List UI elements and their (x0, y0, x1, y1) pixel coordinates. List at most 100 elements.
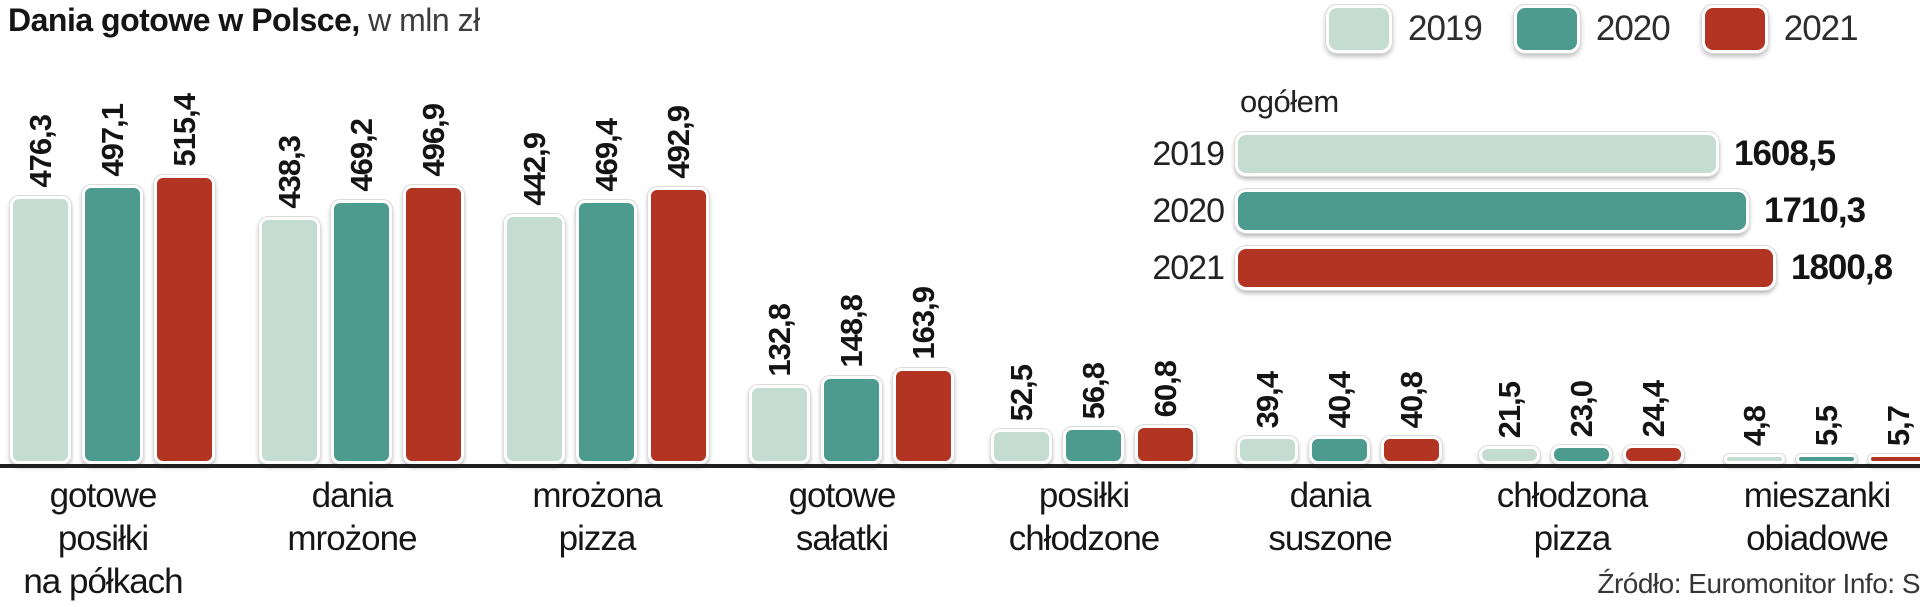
bar-2019-group4 (749, 385, 810, 464)
bar-value-2020: 469,2 (344, 119, 379, 192)
bar-2020-group8 (1796, 454, 1857, 464)
bar-unit-2021: 163,9 (893, 287, 954, 464)
bar-unit-2019: 4,8 (1724, 406, 1785, 464)
totals-rows: 2019 1608,5 2020 1710,3 2021 1800,8 (1128, 131, 1893, 291)
category-label-3: mrożona pizza (475, 474, 719, 560)
bar-2019-group3 (504, 214, 565, 464)
bar-group-3: 442,9 469,4 492,9 (504, 106, 709, 464)
totals-year-2019: 2019 (1152, 134, 1225, 173)
bar-2019-group1 (10, 196, 71, 464)
source-credit: Źródło: Euromonitor Info: S (1597, 568, 1920, 599)
bar-2019-group7 (1479, 446, 1540, 464)
bar-2021-group8 (1868, 454, 1920, 464)
totals-value-2020: 1710,3 (1764, 191, 1866, 230)
bar-unit-2020: 23,0 (1551, 381, 1612, 464)
totals-header: ogółem (1240, 84, 1339, 119)
legend-label-2019: 2019 (1408, 9, 1483, 48)
category-label-line: posiłki (1038, 476, 1130, 515)
category-label-line: obiadowe (1746, 519, 1889, 558)
category-label-6: dania suszone (1208, 474, 1452, 560)
bar-unit-2021: 496,9 (403, 104, 464, 464)
totals-bar-2019 (1235, 132, 1719, 176)
bar-value-2019: 4,8 (1737, 405, 1772, 446)
bar-unit-2020: 497,1 (82, 104, 143, 464)
bar-value-2020: 5,5 (1809, 405, 1844, 446)
bar-group-4: 132,8 148,8 163,9 (749, 287, 954, 464)
bar-2019-group6 (1237, 436, 1298, 464)
totals-value-2021: 1800,8 (1791, 248, 1893, 287)
bar-unit-2019: 21,5 (1479, 382, 1540, 464)
bar-value-2020: 497,1 (95, 104, 130, 177)
bar-value-2020: 469,4 (589, 119, 624, 192)
bar-2021-group6 (1381, 436, 1442, 464)
bar-unit-2020: 5,5 (1796, 406, 1857, 464)
totals-year-2021: 2021 (1152, 248, 1225, 287)
legend-label-2020: 2020 (1595, 9, 1671, 48)
bar-unit-2021: 60,8 (1135, 361, 1196, 464)
legend-label-2021: 2021 (1783, 9, 1859, 48)
category-label-line: dania (1289, 476, 1372, 515)
category-label-line: mieszanki (1743, 476, 1892, 515)
bar-chart-area: 476,3 497,1 515,4 438,3 469,2 496,9 442,9 469,4… (10, 94, 1920, 464)
bar-unit-2021: 5,7 (1868, 406, 1920, 464)
category-label-line: mrożone (287, 519, 417, 558)
bar-2020-group1 (82, 185, 143, 464)
bar-2021-group3 (648, 187, 709, 464)
bar-2020-group5 (1063, 427, 1124, 464)
legend-item-2019: 2019 (1326, 5, 1483, 53)
category-label-5: posiłki chłodzone (962, 474, 1206, 560)
totals-inset: ogółem 2019 1608,5 2020 1710,3 2021 1800,8 (1128, 84, 1893, 291)
bar-2020-group6 (1309, 436, 1370, 464)
category-label-line: pizza (1533, 519, 1612, 558)
bar-2019-group5 (991, 429, 1052, 464)
bar-unit-2019: 438,3 (259, 136, 320, 464)
bar-2020-group4 (821, 376, 882, 464)
totals-row-2020: 2020 1710,3 (1128, 188, 1892, 234)
bar-value-2021: 40,8 (1394, 371, 1429, 428)
bar-group-8: 4,8 5,5 5,7 (1724, 406, 1920, 464)
bar-unit-2019: 442,9 (504, 133, 565, 464)
bar-value-2021: 24,4 (1636, 380, 1671, 437)
bar-unit-2021: 492,9 (648, 106, 709, 464)
totals-value-2019: 1608,5 (1734, 134, 1836, 173)
totals-bar-2021 (1235, 246, 1776, 290)
bar-unit-2020: 148,8 (821, 295, 882, 464)
category-label-line: na półkach (23, 562, 183, 601)
category-label-4: gotowe sałatki (720, 474, 964, 560)
category-label-line: sałatki (795, 519, 889, 558)
category-label-line: suszone (1268, 519, 1392, 558)
chart-title-unit: w mln zł (359, 2, 480, 38)
bar-value-2019: 39,4 (1250, 371, 1285, 428)
bar-value-2019: 442,9 (517, 133, 552, 206)
bar-2019-group8 (1724, 454, 1785, 464)
bar-unit-2021: 24,4 (1623, 381, 1684, 464)
category-label-2: dania mrożone (230, 474, 474, 560)
totals-bar-2020 (1235, 189, 1749, 233)
bar-value-2019: 21,5 (1492, 381, 1527, 438)
totals-row-2021: 2021 1800,8 (1128, 245, 1893, 291)
legend-swatch-2020 (1513, 5, 1580, 53)
legend: 2019 2020 2021 (1326, 5, 1859, 53)
bar-value-2019: 476,3 (23, 115, 58, 188)
bar-group-5: 52,5 56,8 60,8 (991, 361, 1196, 464)
category-label-line: gotowe (788, 476, 897, 515)
bar-value-2020: 23,0 (1564, 380, 1599, 437)
bar-unit-2019: 39,4 (1237, 372, 1298, 464)
category-label-line: pizza (558, 519, 637, 558)
bar-group-7: 21,5 23,0 24,4 (1479, 381, 1684, 464)
category-label-line: dania (311, 476, 394, 515)
legend-item-2020: 2020 (1513, 5, 1671, 53)
chart-title: Dania gotowe w Polsce, w mln zł (8, 2, 480, 39)
category-label-7: chłodzona pizza (1450, 474, 1694, 560)
bar-2020-group2 (331, 200, 392, 464)
bar-value-2020: 148,8 (834, 295, 869, 368)
bar-value-2021: 515,4 (167, 94, 202, 167)
bar-unit-2019: 132,8 (749, 304, 810, 464)
bar-group-1: 476,3 497,1 515,4 (10, 94, 215, 464)
bar-value-2021: 492,9 (661, 106, 696, 179)
bar-unit-2020: 40,4 (1309, 372, 1370, 464)
category-label-line: chłodzone (1008, 519, 1161, 558)
bar-2019-group2 (259, 217, 320, 464)
chart-title-main: Dania gotowe w Polsce, (8, 2, 360, 38)
bar-group-2: 438,3 469,2 496,9 (259, 104, 464, 464)
